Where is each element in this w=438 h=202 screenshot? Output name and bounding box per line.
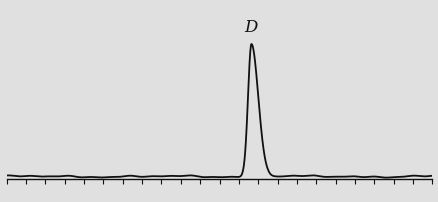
Text: D: D — [244, 19, 258, 36]
